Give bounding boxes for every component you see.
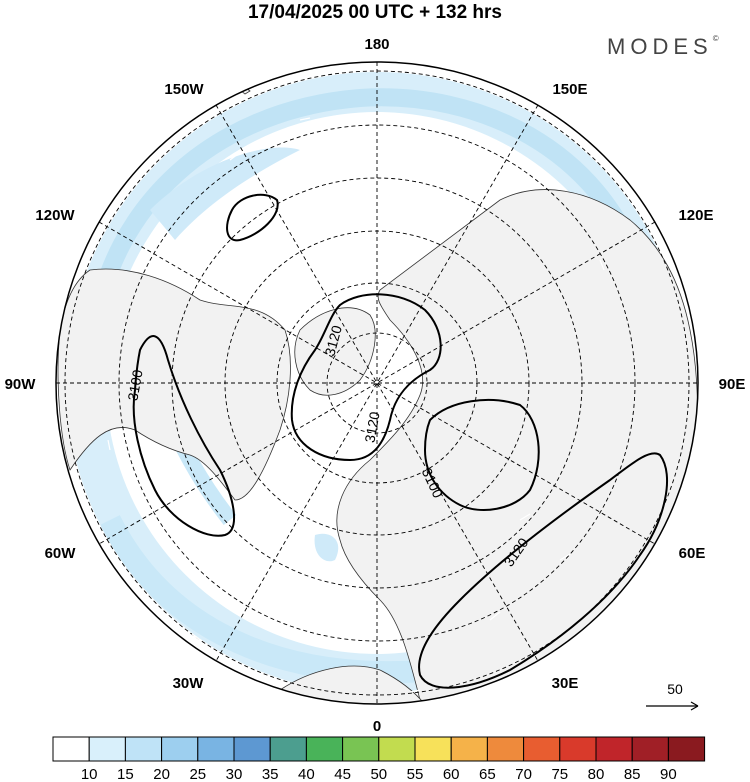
colorbar-ticks: 10 15 20 25 30 35 40 45 50 55 60 65 70 75 80 85 90 xyxy=(81,766,677,782)
contour-label-3100-west: 3100 xyxy=(124,368,145,402)
colorbar: 10 15 20 25 30 35 40 45 50 55 60 65 70 75 80 85 90 xyxy=(52,736,706,782)
colorbar-box xyxy=(559,736,597,762)
contour-label-3120-pole-lower: 3120 xyxy=(361,410,382,444)
contour-3100-west xyxy=(132,335,236,537)
colorbar-box xyxy=(197,736,235,762)
contour-label-3120-pole: 3120 xyxy=(321,323,345,357)
colorbar-tick-label: 25 xyxy=(189,766,206,782)
colorbar-tick-label: 70 xyxy=(515,766,532,782)
wind-arrow xyxy=(519,159,531,167)
contours xyxy=(132,193,668,689)
colorbar-box xyxy=(124,736,163,762)
colorbar-tick-label: 60 xyxy=(443,766,460,782)
colorbar-tick-label: 40 xyxy=(298,766,315,782)
wind-arrow xyxy=(559,553,571,561)
meridian-120-300 xyxy=(98,221,656,545)
forecast-title: 17/04/2025 00 UTC + 132 hrs xyxy=(247,2,503,23)
lon-label-120w: 120W xyxy=(35,207,75,224)
north-america xyxy=(57,268,291,501)
colorbar-tick-label: 35 xyxy=(262,766,279,782)
lon-label-150e: 150E xyxy=(552,81,587,98)
meridian-150-330 xyxy=(215,104,539,662)
colorbar-tick-label: 45 xyxy=(334,766,351,782)
wind-arrow xyxy=(299,117,311,121)
colorbar-tick-label: 20 xyxy=(153,766,170,782)
contour-3120-east xyxy=(418,452,668,689)
colorbar-box xyxy=(378,736,416,762)
lon-label-180: 180 xyxy=(364,36,389,53)
lat-circle-40 xyxy=(118,124,636,642)
lon-label-0: 0 xyxy=(373,718,381,735)
colorbar-box xyxy=(667,736,706,762)
wind-arrow xyxy=(229,153,239,161)
contour-pacific-low xyxy=(226,193,279,242)
colorbar-box xyxy=(595,736,633,762)
colorbar-tick-label: 75 xyxy=(551,766,568,782)
colorbar-box xyxy=(414,736,452,762)
lon-label-120e: 120E xyxy=(678,207,713,224)
wind-arrow xyxy=(489,611,501,621)
wind-arrow xyxy=(459,129,471,135)
contour-3120-pole xyxy=(290,293,442,462)
colorbar-box xyxy=(52,736,90,762)
brand-mark: © xyxy=(712,34,719,43)
colorbar-tick-label: 80 xyxy=(588,766,605,782)
wind-arrow xyxy=(409,689,421,693)
colorbar-tick-label: 30 xyxy=(226,766,243,782)
colorbar-tick-label: 55 xyxy=(407,766,424,782)
wind-arrow xyxy=(599,259,605,271)
colorbar-box xyxy=(486,736,525,762)
contour-3100-europe xyxy=(423,399,540,511)
colorbar-box xyxy=(523,736,561,762)
lon-label-90w: 90W xyxy=(5,376,37,393)
colorbar-tick-label: 10 xyxy=(81,766,98,782)
colorbar-box xyxy=(305,736,344,762)
africa xyxy=(279,665,441,704)
colorbar-boxes xyxy=(52,736,706,762)
colorbar-tick-label: 15 xyxy=(117,766,134,782)
meridian-60-240 xyxy=(98,221,656,545)
colorbar-tick-label: 90 xyxy=(660,766,677,782)
lon-label-60e: 60E xyxy=(679,545,706,562)
graticule xyxy=(56,62,698,704)
colorbar-box xyxy=(450,736,488,762)
colorbar-box xyxy=(631,736,669,762)
wind-arrow xyxy=(519,513,531,521)
wind-reference-arrowhead xyxy=(690,701,699,711)
colorbar-tick-label: 65 xyxy=(479,766,496,782)
colorbar-tick-label: 50 xyxy=(370,766,387,782)
wind-arrow xyxy=(107,439,111,451)
meridian-30-210 xyxy=(215,104,539,662)
polar-map: 3100 3120 3120 3100 3120 180 0 90W 90E 1… xyxy=(5,36,746,735)
colorbar-box xyxy=(269,736,307,762)
lon-label-30e: 30E xyxy=(552,675,579,692)
colorbar-box xyxy=(342,736,380,762)
colorbar-tick-label: 85 xyxy=(624,766,641,782)
colorbar-box xyxy=(161,736,199,762)
atlantic-band xyxy=(314,533,339,562)
lon-label-60w: 60W xyxy=(45,545,77,562)
wind-arrow xyxy=(191,633,201,641)
map-border xyxy=(55,61,699,705)
wind-reference-label: 50 xyxy=(667,681,683,697)
colorbar-box xyxy=(233,736,271,762)
longitude-labels: 180 0 90W 90E 150W 150E 120W 120E 60W 60… xyxy=(5,36,746,735)
lon-label-30w: 30W xyxy=(173,675,205,692)
lon-label-90e: 90E xyxy=(719,376,746,393)
colorbar-box xyxy=(88,736,126,762)
brand-logo: MODES© xyxy=(607,34,719,60)
lon-label-150w: 150W xyxy=(164,81,204,98)
wind-reference: 50 xyxy=(646,681,699,711)
brand-text: MODES xyxy=(607,34,713,59)
jet-band-pacific xyxy=(150,147,300,240)
